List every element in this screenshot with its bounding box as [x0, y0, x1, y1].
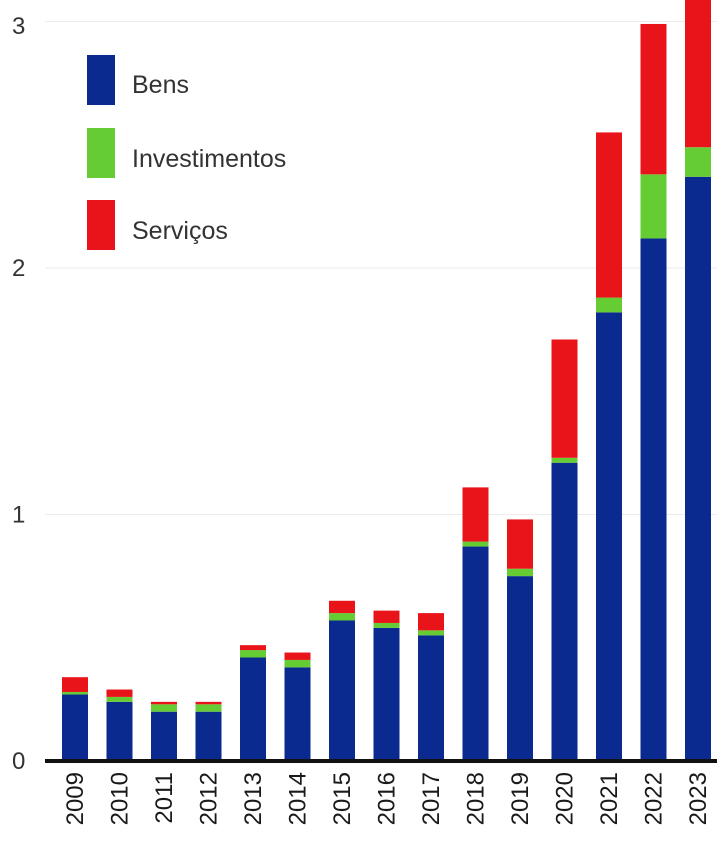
bar-servios-2019: [507, 519, 533, 569]
bar-bens-2023: [685, 176, 711, 762]
bar-bens-2019: [507, 576, 533, 761]
bar-investimentos-2021: [596, 297, 622, 313]
bar-servios-2017: [418, 613, 444, 631]
bars: [62, 0, 711, 762]
x-tick-label: 2018: [463, 772, 490, 825]
x-tick-label: 2010: [107, 772, 134, 825]
x-tick-label: 2023: [685, 772, 712, 825]
bar-investimentos-2014: [284, 659, 311, 668]
bar-investimentos-2015: [329, 613, 355, 621]
bar-investimentos-2017: [418, 630, 444, 636]
x-tick-label: 2017: [418, 772, 445, 825]
y-tick-label: 0: [12, 748, 25, 775]
bar-bens-2015: [329, 620, 355, 761]
bar-bens-2009: [62, 694, 88, 761]
x-axis-tick-labels: 2009 2010 2011 2012 2013 2014 2015 2016 2017 2018…: [62, 772, 712, 825]
bar-servios-2013: [240, 645, 266, 651]
x-tick-label: 2014: [285, 772, 312, 825]
y-tick-label: 2: [12, 255, 25, 282]
x-tick-label: 2020: [552, 772, 579, 825]
bar-bens-2013: [240, 657, 266, 761]
bar-bens-2021: [596, 312, 622, 761]
bar-servios-2010: [106, 689, 133, 697]
legend-box: [58, 45, 420, 250]
legend: Bens Investimentos Serviços: [58, 45, 420, 250]
bar-investimentos-2009: [62, 691, 88, 695]
bar-investimentos-2018: [462, 541, 489, 547]
bar-investimentos-2019: [507, 568, 533, 577]
bar-investimentos-2016: [373, 622, 400, 628]
x-tick-label: 2013: [240, 772, 267, 825]
bar-servios-2011: [151, 701, 177, 705]
bar-servios-2023: [685, 0, 711, 148]
bar-investimentos-2011: [151, 704, 177, 712]
legend-swatch-investimentos: [87, 128, 115, 178]
bar-servios-2015: [329, 600, 355, 614]
bar-bens-2010: [106, 701, 133, 761]
bar-servios-2009: [62, 677, 88, 692]
legend-label-bens: Bens: [132, 71, 189, 99]
legend-swatch-bens: [87, 55, 115, 105]
y-axis-tick-labels: 0 1 2 3: [12, 13, 25, 775]
bar-bens-2014: [284, 667, 311, 761]
legend-swatch-servicos: [87, 200, 115, 250]
bar-bens-2022: [640, 238, 667, 762]
bar-servios-2022: [640, 23, 667, 175]
bar-investimentos-2020: [551, 457, 578, 463]
bar-investimentos-2022: [640, 174, 667, 239]
bar-servios-2012: [195, 701, 222, 705]
bar-bens-2020: [551, 462, 578, 761]
bar-bens-2011: [151, 711, 177, 761]
legend-label-servicos: Serviços: [132, 217, 228, 245]
x-tick-label: 2021: [596, 772, 623, 825]
x-tick-label: 2022: [641, 772, 668, 825]
bar-servios-2018: [462, 487, 489, 542]
bar-servios-2021: [596, 132, 622, 298]
bar-investimentos-2010: [106, 696, 133, 702]
bar-bens-2016: [373, 627, 400, 761]
bar-investimentos-2023: [685, 147, 711, 177]
bar-servios-2020: [551, 339, 578, 458]
bar-bens-2012: [195, 711, 222, 761]
y-tick-label: 3: [12, 13, 25, 40]
x-tick-label: 2009: [62, 772, 89, 825]
x-tick-label: 2012: [196, 772, 223, 825]
bar-investimentos-2013: [240, 650, 266, 658]
x-tick-label: 2016: [374, 772, 401, 825]
y-tick-label: 1: [12, 502, 25, 529]
bar-servios-2014: [284, 652, 311, 660]
x-tick-label: 2011: [151, 772, 178, 824]
bar-bens-2018: [462, 546, 489, 761]
bar-servios-2016: [373, 610, 400, 623]
x-tick-label: 2015: [329, 772, 356, 825]
legend-label-investimentos: Investimentos: [132, 145, 286, 173]
x-tick-label: 2019: [507, 772, 534, 825]
bar-investimentos-2012: [195, 704, 222, 712]
bar-bens-2017: [418, 635, 444, 761]
